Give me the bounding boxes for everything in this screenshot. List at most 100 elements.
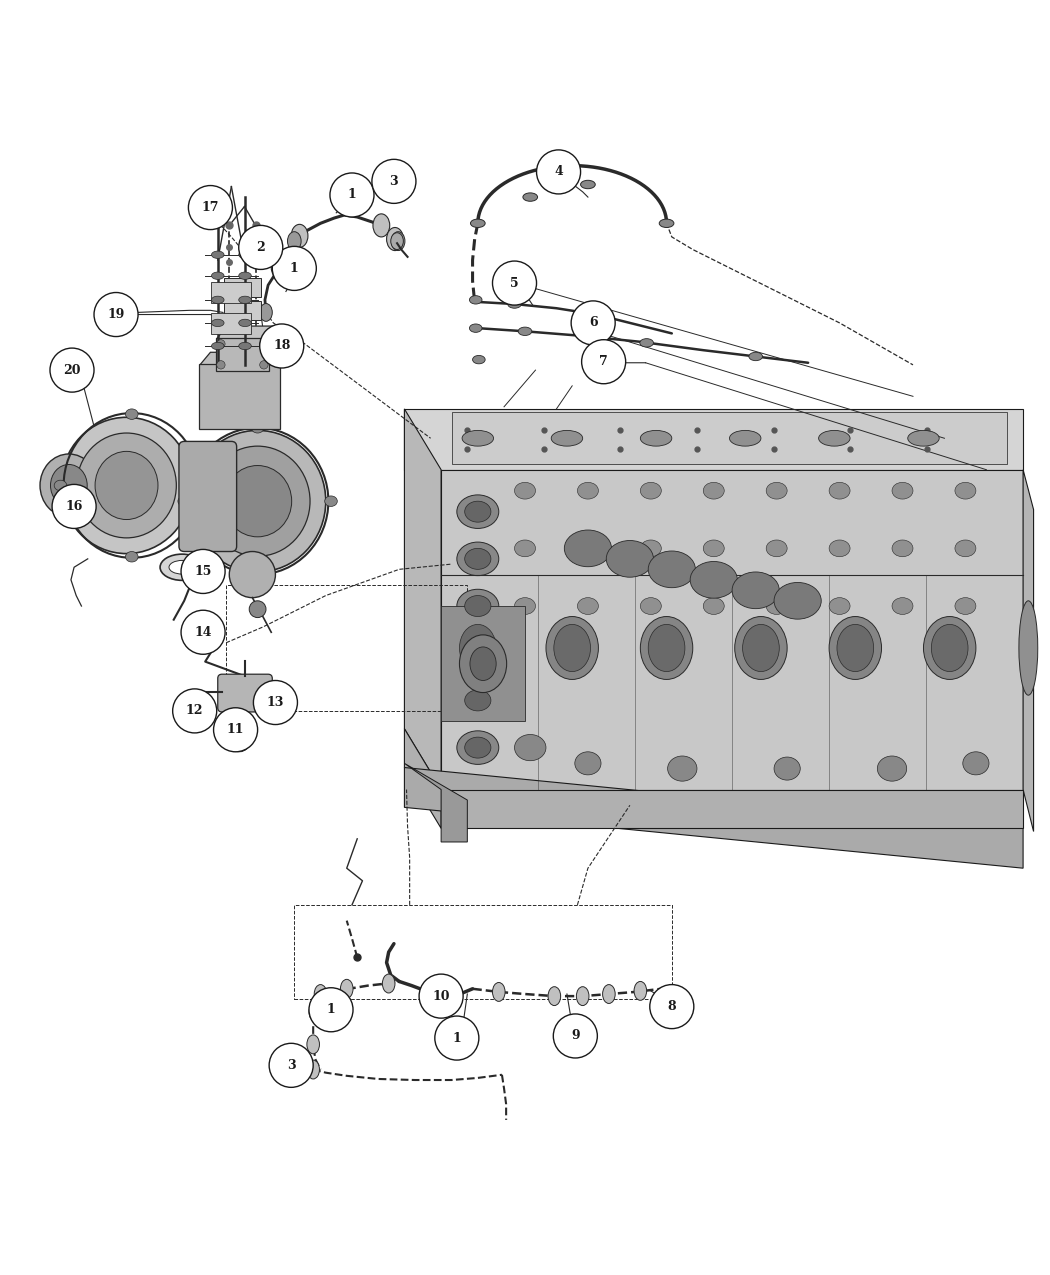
Ellipse shape: [307, 1035, 319, 1054]
Ellipse shape: [457, 542, 499, 575]
Ellipse shape: [514, 598, 536, 615]
Circle shape: [537, 150, 581, 194]
Ellipse shape: [169, 561, 195, 574]
Polygon shape: [200, 352, 289, 365]
Text: 3: 3: [287, 1058, 295, 1072]
Ellipse shape: [634, 982, 647, 1001]
Ellipse shape: [462, 431, 493, 446]
Ellipse shape: [564, 530, 611, 566]
Ellipse shape: [892, 598, 914, 615]
Circle shape: [50, 348, 94, 393]
FancyBboxPatch shape: [178, 441, 236, 552]
Ellipse shape: [177, 496, 190, 506]
Circle shape: [419, 974, 463, 1019]
Circle shape: [492, 261, 537, 305]
Ellipse shape: [55, 481, 67, 491]
Ellipse shape: [578, 598, 598, 615]
Ellipse shape: [96, 451, 158, 519]
Ellipse shape: [704, 541, 724, 557]
FancyBboxPatch shape: [217, 674, 272, 711]
Circle shape: [553, 1014, 597, 1058]
Text: 1: 1: [348, 189, 356, 201]
Text: 11: 11: [227, 723, 245, 736]
Ellipse shape: [514, 541, 536, 557]
Ellipse shape: [77, 434, 176, 538]
Text: 7: 7: [600, 356, 608, 368]
Ellipse shape: [324, 496, 337, 506]
Text: 1: 1: [290, 261, 298, 275]
Ellipse shape: [465, 643, 491, 664]
Ellipse shape: [774, 583, 821, 620]
Circle shape: [582, 339, 626, 384]
Text: 10: 10: [433, 989, 449, 1002]
Ellipse shape: [392, 232, 405, 251]
Polygon shape: [404, 409, 441, 789]
Ellipse shape: [954, 541, 975, 557]
Ellipse shape: [291, 224, 308, 247]
Ellipse shape: [465, 595, 491, 617]
Ellipse shape: [205, 446, 310, 556]
Ellipse shape: [830, 617, 882, 680]
Text: 5: 5: [510, 277, 519, 289]
Text: 18: 18: [273, 339, 291, 352]
Circle shape: [269, 1043, 313, 1088]
Ellipse shape: [470, 646, 497, 681]
Polygon shape: [441, 789, 1023, 829]
Ellipse shape: [523, 193, 538, 201]
Ellipse shape: [581, 180, 595, 189]
Ellipse shape: [659, 219, 674, 227]
Circle shape: [249, 601, 266, 617]
Ellipse shape: [923, 617, 975, 680]
Text: 15: 15: [194, 565, 212, 578]
Circle shape: [52, 484, 97, 528]
Polygon shape: [216, 326, 278, 339]
Text: 17: 17: [202, 201, 219, 214]
Ellipse shape: [126, 409, 138, 419]
Ellipse shape: [465, 690, 491, 711]
FancyBboxPatch shape: [215, 338, 269, 371]
Ellipse shape: [732, 572, 779, 608]
Ellipse shape: [465, 548, 491, 570]
Ellipse shape: [591, 310, 605, 319]
Ellipse shape: [574, 752, 601, 775]
Ellipse shape: [238, 296, 251, 303]
Ellipse shape: [742, 625, 779, 672]
Ellipse shape: [391, 233, 403, 250]
Ellipse shape: [578, 482, 598, 499]
Ellipse shape: [61, 417, 192, 553]
Ellipse shape: [452, 617, 504, 680]
Ellipse shape: [457, 495, 499, 528]
Text: 1: 1: [327, 1003, 335, 1016]
Ellipse shape: [730, 431, 761, 446]
Ellipse shape: [640, 617, 693, 680]
Ellipse shape: [340, 979, 353, 998]
Circle shape: [253, 681, 297, 724]
Circle shape: [309, 988, 353, 1031]
Ellipse shape: [386, 227, 403, 251]
Ellipse shape: [1018, 601, 1037, 695]
Ellipse shape: [837, 625, 874, 672]
Ellipse shape: [211, 319, 224, 326]
Text: 8: 8: [668, 1000, 676, 1014]
Circle shape: [330, 173, 374, 217]
Ellipse shape: [954, 482, 975, 499]
Polygon shape: [404, 409, 1023, 469]
Circle shape: [230, 733, 249, 752]
Ellipse shape: [576, 987, 589, 1006]
Text: 9: 9: [571, 1029, 580, 1043]
Ellipse shape: [878, 756, 907, 782]
Circle shape: [272, 246, 316, 291]
Text: 19: 19: [107, 309, 125, 321]
Ellipse shape: [307, 1060, 319, 1079]
Ellipse shape: [668, 756, 697, 782]
Polygon shape: [404, 764, 467, 842]
Ellipse shape: [766, 482, 788, 499]
Ellipse shape: [373, 214, 390, 237]
Ellipse shape: [892, 482, 914, 499]
Ellipse shape: [749, 352, 762, 361]
Ellipse shape: [830, 598, 850, 615]
Ellipse shape: [465, 501, 491, 523]
Polygon shape: [404, 729, 441, 829]
Polygon shape: [452, 412, 1007, 464]
Ellipse shape: [704, 482, 724, 499]
